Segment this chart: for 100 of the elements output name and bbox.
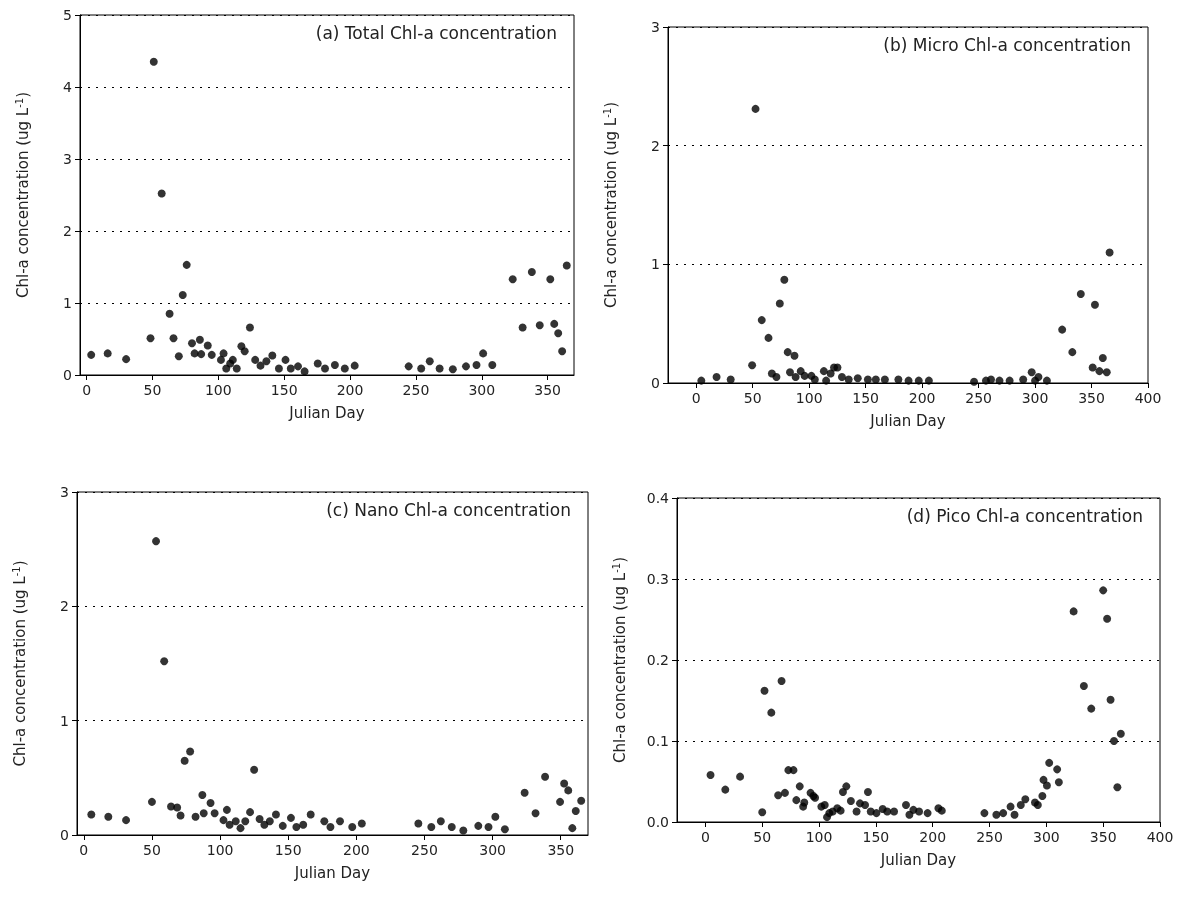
x-tick-label: 350 <box>1089 829 1117 845</box>
y-tick-label: 5 <box>63 7 72 23</box>
point <box>568 824 577 833</box>
y-tick-label: 1 <box>60 712 69 729</box>
point <box>822 376 831 385</box>
point <box>195 335 204 344</box>
x-tick-label: 100 <box>805 829 833 845</box>
point <box>425 357 434 366</box>
x-tick-label: 50 <box>753 829 772 845</box>
point <box>299 820 308 829</box>
point <box>479 349 488 358</box>
point <box>435 364 444 373</box>
point <box>330 360 339 369</box>
point <box>187 339 196 348</box>
point <box>1095 367 1104 376</box>
point <box>541 772 550 781</box>
point <box>535 321 544 330</box>
point <box>326 823 335 831</box>
point <box>147 797 156 806</box>
x-tick-label: 250 <box>976 829 1003 845</box>
point <box>241 817 250 826</box>
y-axis-title: Chl-a concentration (ug L-1) <box>610 556 629 764</box>
chart-title: (a) Total Chl-a concentration <box>315 22 558 43</box>
point <box>186 747 195 756</box>
y-axis-title: Chl-a concentration (ug L-1) <box>10 560 29 767</box>
x-tick-label: 300 <box>479 842 506 858</box>
point <box>571 806 580 815</box>
x-tick-label: 350 <box>547 842 575 858</box>
point <box>203 341 212 350</box>
point <box>414 819 423 828</box>
point <box>219 349 228 358</box>
text: (c) Nano Chl-a concentration <box>326 499 572 520</box>
point <box>199 809 208 818</box>
chart-title: (d) Pico Chl-a concentration <box>906 505 1144 526</box>
point <box>294 362 303 371</box>
x-tick-label: 200 <box>342 842 370 858</box>
x-tick-label: 250 <box>402 382 430 398</box>
point <box>772 373 781 382</box>
x-axis-title: Julian Day <box>869 411 946 430</box>
point <box>527 268 536 277</box>
point <box>554 329 563 338</box>
point <box>726 375 735 384</box>
point <box>232 364 241 373</box>
y-tick-label: 2 <box>60 598 69 615</box>
y-tick-label: 2 <box>651 137 660 154</box>
point <box>174 352 183 361</box>
point <box>149 57 158 66</box>
point <box>970 377 979 386</box>
x-tick-label: 350 <box>534 382 562 398</box>
point <box>1076 290 1085 298</box>
point <box>320 817 329 826</box>
point <box>863 375 872 384</box>
point <box>87 350 96 359</box>
x-axis-title: Julian Day <box>288 403 365 422</box>
point <box>995 376 1004 385</box>
point <box>197 350 206 359</box>
point <box>176 811 185 820</box>
point <box>924 376 933 385</box>
y-tick-label: 0.3 <box>646 571 669 587</box>
point <box>286 813 295 822</box>
point <box>894 375 903 384</box>
y-tick-label: 3 <box>60 484 69 500</box>
y-tick-label: 0.0 <box>646 814 669 830</box>
point <box>1019 375 1028 384</box>
point <box>260 820 269 829</box>
x-tick-label: 250 <box>965 390 992 406</box>
y-tick-label: 1 <box>651 256 660 273</box>
point <box>484 823 493 831</box>
point <box>340 364 349 373</box>
point <box>472 360 481 369</box>
point <box>1058 325 1067 334</box>
x-tick-label: 0 <box>82 382 92 398</box>
point <box>550 319 559 328</box>
point <box>313 359 322 368</box>
point <box>785 368 794 377</box>
point <box>222 364 231 373</box>
y-tick-label: 0.4 <box>646 490 670 506</box>
point <box>207 350 216 359</box>
x-tick-label: 200 <box>336 382 364 398</box>
point <box>1005 376 1014 385</box>
point <box>775 299 784 308</box>
point <box>1068 348 1077 357</box>
point <box>837 373 846 382</box>
point <box>531 809 540 818</box>
point <box>500 825 509 834</box>
point <box>228 355 237 364</box>
point <box>169 334 178 343</box>
x-axis-title: Julian Day <box>879 850 957 869</box>
point <box>198 790 207 799</box>
point <box>757 316 766 325</box>
point <box>265 817 274 826</box>
point <box>336 817 344 826</box>
point <box>152 537 161 546</box>
point <box>791 373 800 382</box>
point <box>306 810 315 819</box>
y-tick-label: 0.2 <box>646 652 669 668</box>
point <box>1088 363 1097 372</box>
point <box>271 810 280 819</box>
point <box>764 333 773 342</box>
point <box>357 819 366 828</box>
